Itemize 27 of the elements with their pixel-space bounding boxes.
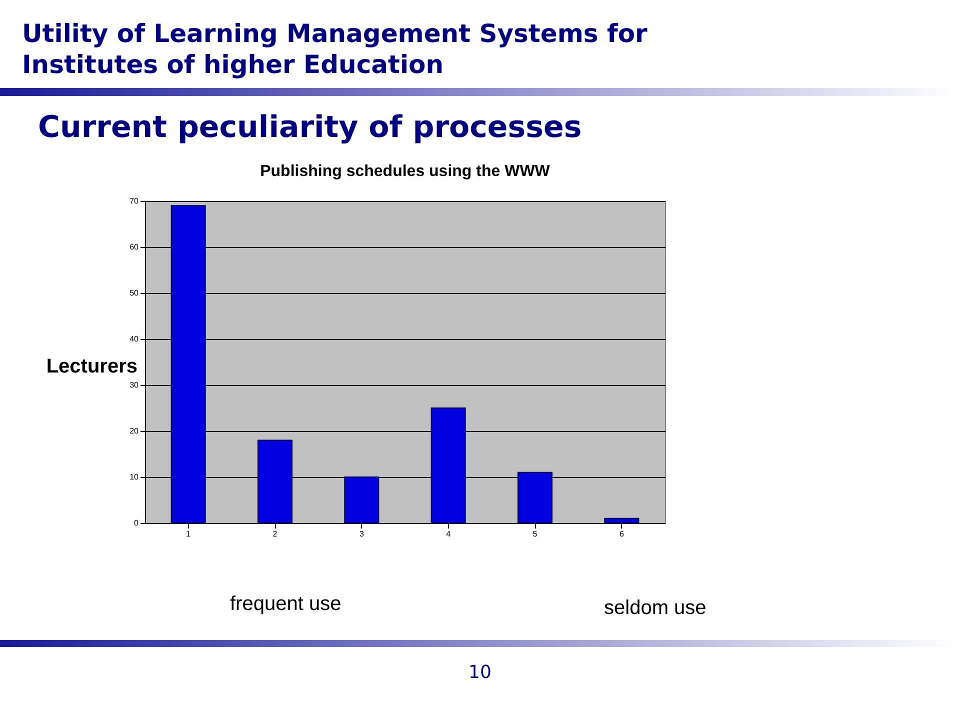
bar (604, 518, 640, 524)
y-tick-label: 70 (130, 196, 140, 206)
x-tick-label: 3 (359, 530, 364, 538)
text: frequent use (230, 593, 342, 616)
y-tick-label: 40 (130, 334, 140, 344)
chart-subtitle: Current peculiarity of processes (38, 110, 582, 145)
bar (170, 205, 206, 524)
y-tick-label: 30 (130, 380, 140, 390)
bar (344, 476, 380, 524)
chart-title: Utility of Learning Management Systems for Institutes of higher Education (22, 18, 648, 80)
bar (518, 472, 552, 524)
x-tick-label: 6 (619, 530, 624, 538)
y-tick-label: 60 (130, 242, 140, 252)
y-tick-label: 20 (130, 426, 140, 436)
text: seldom use (604, 597, 706, 620)
y-axis-title: Lecturers (46, 356, 138, 378)
x-tick-label: 1 (186, 530, 192, 538)
text: Publishing schedules using the WWW (260, 163, 551, 180)
bar (430, 408, 466, 524)
y-tick-label: 10 (130, 472, 140, 482)
x-tick-label: 2 (272, 530, 278, 538)
y-tick-label: 0 (134, 518, 140, 528)
x-tick-label: 4 (446, 530, 452, 538)
x-tick-label: 5 (532, 530, 538, 538)
bar (258, 440, 292, 524)
y-tick-label: 50 (130, 288, 140, 298)
text: 10 (468, 662, 492, 683)
